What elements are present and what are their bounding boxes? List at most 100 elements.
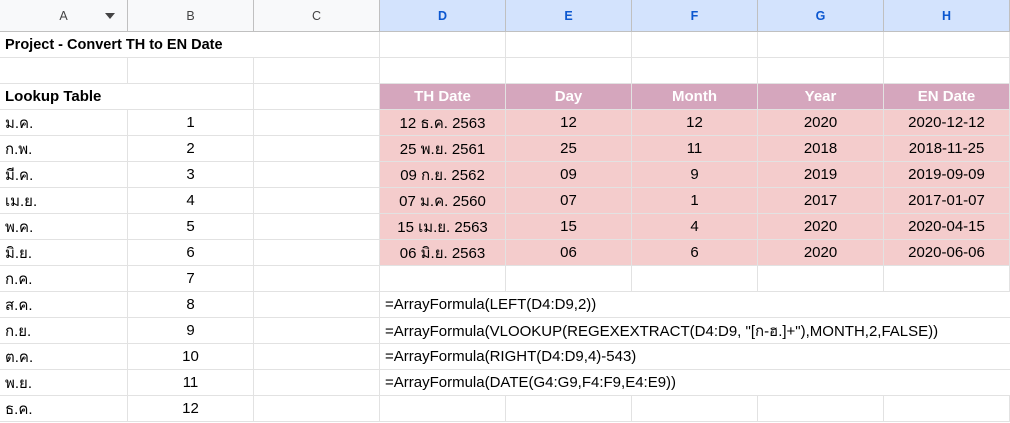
cell-c1[interactable] (254, 32, 380, 58)
lookup-month[interactable]: มิ.ย. (0, 240, 128, 266)
en-date-cell[interactable]: 2020-04-15 (884, 214, 1010, 240)
cell-e1[interactable] (506, 32, 632, 58)
lookup-number[interactable]: 4 (128, 188, 254, 214)
month-cell[interactable]: 1 (632, 188, 758, 214)
lookup-month[interactable]: ก.พ. (0, 136, 128, 162)
cell[interactable] (128, 58, 254, 84)
year-cell[interactable]: 2020 (758, 240, 884, 266)
cell-h1[interactable] (884, 32, 1010, 58)
lookup-month[interactable]: พ.ย. (0, 370, 128, 396)
cell[interactable] (254, 214, 380, 240)
cell[interactable] (380, 396, 506, 422)
header-day[interactable]: Day (506, 84, 632, 110)
th-date-cell[interactable]: 09 ก.ย. 2562 (380, 162, 506, 188)
cell[interactable] (254, 266, 380, 292)
en-date-cell[interactable]: 2019-09-09 (884, 162, 1010, 188)
formula-month-cell[interactable]: =ArrayFormula(VLOOKUP(REGEXEXTRACT(D4:D9… (380, 318, 1010, 344)
lookup-month[interactable]: ส.ค. (0, 292, 128, 318)
column-header-a[interactable]: A (0, 0, 128, 32)
month-cell[interactable]: 6 (632, 240, 758, 266)
formula-date-cell[interactable]: =ArrayFormula(DATE(G4:G9,F4:F9,E4:E9)) (380, 370, 1010, 396)
column-header-h[interactable]: H (884, 0, 1010, 32)
cell[interactable] (254, 162, 380, 188)
th-date-cell[interactable]: 07 ม.ค. 2560 (380, 188, 506, 214)
header-year[interactable]: Year (758, 84, 884, 110)
cell[interactable] (506, 58, 632, 84)
day-cell[interactable]: 12 (506, 110, 632, 136)
lookup-number[interactable]: 1 (128, 110, 254, 136)
cell[interactable] (884, 266, 1010, 292)
lookup-number[interactable]: 5 (128, 214, 254, 240)
lookup-number[interactable]: 7 (128, 266, 254, 292)
column-header-f[interactable]: F (632, 0, 758, 32)
lookup-number[interactable]: 6 (128, 240, 254, 266)
lookup-number[interactable]: 2 (128, 136, 254, 162)
cell[interactable] (254, 58, 380, 84)
formula-day-cell[interactable]: =ArrayFormula(LEFT(D4:D9,2)) (380, 292, 1010, 318)
lookup-month[interactable]: ธ.ค. (0, 396, 128, 422)
year-cell[interactable]: 2020 (758, 214, 884, 240)
cell[interactable] (380, 266, 506, 292)
cell[interactable] (254, 318, 380, 344)
cell[interactable] (254, 292, 380, 318)
cell[interactable] (884, 396, 1010, 422)
month-cell[interactable]: 9 (632, 162, 758, 188)
cell-a3[interactable]: Lookup Table (0, 84, 128, 110)
cell-a1[interactable]: Project - Convert TH to EN Date (0, 32, 223, 58)
chevron-down-icon[interactable] (105, 13, 115, 19)
cell[interactable] (632, 58, 758, 84)
day-cell[interactable]: 09 (506, 162, 632, 188)
header-th-date[interactable]: TH Date (380, 84, 506, 110)
cell[interactable] (0, 58, 128, 84)
cell[interactable] (254, 136, 380, 162)
cell-b1[interactable] (128, 32, 254, 58)
th-date-cell[interactable]: 12 ธ.ค. 2563 (380, 110, 506, 136)
cell[interactable] (506, 266, 632, 292)
column-header-g[interactable]: G (758, 0, 884, 32)
cell-g1[interactable] (758, 32, 884, 58)
day-cell[interactable]: 07 (506, 188, 632, 214)
lookup-month[interactable]: ก.ค. (0, 266, 128, 292)
year-cell[interactable]: 2018 (758, 136, 884, 162)
year-cell[interactable]: 2020 (758, 110, 884, 136)
lookup-month[interactable]: พ.ค. (0, 214, 128, 240)
cell-f1[interactable] (632, 32, 758, 58)
lookup-number[interactable]: 11 (128, 370, 254, 396)
lookup-month[interactable]: มี.ค. (0, 162, 128, 188)
th-date-cell[interactable]: 06 มิ.ย. 2563 (380, 240, 506, 266)
lookup-month[interactable]: ต.ค. (0, 344, 128, 370)
en-date-cell[interactable]: 2020-12-12 (884, 110, 1010, 136)
cell-d1[interactable] (380, 32, 506, 58)
cell[interactable] (632, 396, 758, 422)
lookup-number[interactable]: 3 (128, 162, 254, 188)
lookup-month[interactable]: ก.ย. (0, 318, 128, 344)
cell[interactable] (254, 396, 380, 422)
cell[interactable] (254, 110, 380, 136)
cell[interactable] (380, 58, 506, 84)
column-header-b[interactable]: B (128, 0, 254, 32)
formula-year-cell[interactable]: =ArrayFormula(RIGHT(D4:D9,4)-543) (380, 344, 1010, 370)
header-month[interactable]: Month (632, 84, 758, 110)
year-cell[interactable]: 2017 (758, 188, 884, 214)
cell[interactable] (254, 84, 380, 110)
th-date-cell[interactable]: 15 เม.ย. 2563 (380, 214, 506, 240)
lookup-month[interactable]: ม.ค. (0, 110, 128, 136)
lookup-number[interactable]: 12 (128, 396, 254, 422)
cell[interactable] (758, 58, 884, 84)
day-cell[interactable]: 25 (506, 136, 632, 162)
cell[interactable] (884, 58, 1010, 84)
lookup-month[interactable]: เม.ย. (0, 188, 128, 214)
cell[interactable] (254, 370, 380, 396)
day-cell[interactable]: 15 (506, 214, 632, 240)
day-cell[interactable]: 06 (506, 240, 632, 266)
lookup-number[interactable]: 10 (128, 344, 254, 370)
lookup-number[interactable]: 9 (128, 318, 254, 344)
column-header-d[interactable]: D (380, 0, 506, 32)
en-date-cell[interactable]: 2018-11-25 (884, 136, 1010, 162)
cell[interactable] (254, 240, 380, 266)
cell[interactable] (758, 266, 884, 292)
column-header-e[interactable]: E (506, 0, 632, 32)
column-header-c[interactable]: C (254, 0, 380, 32)
cell[interactable] (506, 396, 632, 422)
en-date-cell[interactable]: 2020-06-06 (884, 240, 1010, 266)
